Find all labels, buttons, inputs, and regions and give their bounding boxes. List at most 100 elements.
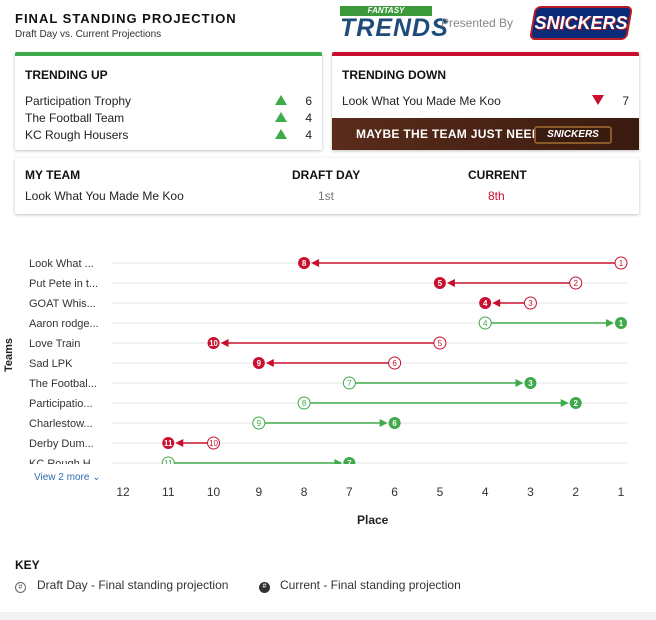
draft-day-point [433, 336, 447, 350]
x-tick-label: 4 [482, 485, 489, 499]
x-tick-label: 3 [527, 485, 534, 499]
logo-top-text: FANTASY [340, 6, 432, 16]
arrow-head [265, 359, 274, 367]
draft-day-point-label: 9 [257, 419, 262, 428]
draft-day-point [569, 276, 583, 290]
x-tick-label: 10 [207, 485, 221, 499]
draft-day-key-icon: # [15, 582, 26, 593]
draft-day-point [342, 376, 356, 390]
arrow-head [446, 279, 455, 287]
view-more-text: View 2 more [34, 472, 90, 483]
draft-day-point-label: 11 [164, 459, 173, 468]
current-key-text: Current - Final standing projection [280, 578, 461, 592]
current-point [207, 337, 220, 349]
up-arrow-icon [275, 95, 287, 105]
trending-up-title: TRENDING UP [25, 68, 108, 82]
chevron-down-icon: ⌄ [92, 472, 101, 483]
current-point-label: 3 [528, 379, 533, 388]
page-subtitle: Draft Day vs. Current Projections [15, 29, 162, 40]
current-label: CURRENT [468, 168, 527, 182]
sponsor-logo-text: SNICKERS [534, 13, 628, 33]
arrow-head [311, 259, 320, 267]
trending-up-row: Participation Trophy 6 [25, 94, 312, 110]
current-point [343, 457, 356, 464]
sponsor-logo[interactable]: SNICKERS [529, 6, 633, 40]
my-team-card: MY TEAM DRAFT DAY CURRENT Look What You … [15, 158, 639, 214]
x-tick-label: 9 [255, 485, 262, 499]
team-label: Sad LPK [29, 358, 73, 370]
team-label: Love Train [29, 338, 80, 350]
view-more-link[interactable]: View 2 more ⌄ [34, 472, 101, 483]
candy-bar-image: SNICKERS [534, 126, 612, 144]
current-point [433, 277, 446, 289]
draft-day-point-label: 10 [209, 439, 218, 448]
current-point [252, 357, 265, 369]
draft-day-value: 1st [318, 189, 335, 203]
draft-day-point-label: 1 [619, 259, 624, 268]
draft-day-point [161, 456, 175, 464]
current-point [298, 257, 311, 269]
chart-rows: Look What ... 1 8 Put Pete in t... 2 5 GOAT Wh… [29, 256, 628, 470]
current-point-label: 9 [257, 359, 262, 368]
current-point-label: 1 [619, 319, 624, 328]
presented-by-text: Presented By [441, 16, 514, 30]
draft-day-point-label: 4 [483, 319, 488, 328]
x-tick-label: 8 [301, 485, 308, 499]
trend-value: 4 [305, 111, 312, 125]
draft-day-point-label: 3 [528, 299, 533, 308]
arrow-head [606, 319, 614, 327]
ad-text: MAYBE THE TEAM JUST NEEDS A [356, 127, 562, 141]
current-value: 8th [488, 189, 505, 203]
team-label: Charlestow... [29, 418, 93, 430]
current-point [162, 437, 175, 449]
current-point-label: 2 [574, 399, 579, 408]
draft-day-point-label: 8 [302, 399, 307, 408]
up-arrow-icon [275, 129, 287, 139]
current-point-label: 7 [347, 459, 352, 468]
trending-down-title: TRENDING DOWN [342, 68, 446, 82]
trend-value: 4 [305, 128, 312, 142]
team-label: KC Rough H... [29, 458, 100, 470]
x-tick-label: 6 [391, 485, 398, 499]
x-tick-label: 5 [437, 485, 444, 499]
current-point [615, 317, 627, 329]
draft-day-point-label: 7 [347, 379, 352, 388]
current-point-label: 10 [209, 339, 218, 348]
trending-up-row: KC Rough Housers 4 [25, 128, 312, 144]
current-point [479, 297, 492, 309]
team-name: Participation Trophy [25, 94, 132, 108]
draft-day-point [614, 256, 628, 270]
team-name: Look What You Made Me Koo [342, 94, 501, 108]
draft-day-point [207, 436, 221, 450]
team-name: KC Rough Housers [25, 128, 129, 142]
current-point-label: 6 [392, 419, 397, 428]
candy-bar-label: SNICKERS [547, 129, 599, 140]
draft-day-point [252, 416, 266, 430]
draft-day-point-label: 6 [392, 359, 397, 368]
team-label: Look What ... [29, 258, 94, 270]
standings-chart-svg: Look What ... 1 8 Put Pete in t... 2 5 GOAT Wh… [29, 256, 628, 499]
x-tick-label: 12 [116, 485, 130, 499]
trend-value: 6 [305, 94, 312, 108]
draft-day-point [478, 316, 492, 330]
team-label: Put Pete in t... [29, 278, 98, 290]
current-point [388, 417, 401, 429]
down-arrow-icon [592, 95, 604, 105]
draft-day-key-text: Draft Day - Final standing projection [37, 578, 229, 592]
sponsor-ad-banner[interactable]: MAYBE THE TEAM JUST NEEDS A SNICKERS [332, 118, 639, 150]
draft-day-point-label: 2 [574, 279, 579, 288]
trend-value: 7 [622, 94, 629, 108]
current-point-label: 4 [483, 299, 488, 308]
arrow-head [560, 399, 569, 407]
arrow-head [515, 379, 524, 387]
team-label: Derby Dum... [29, 438, 94, 450]
current-point-label: 11 [164, 439, 173, 448]
draft-day-point [297, 396, 311, 410]
trending-up-card: TRENDING UP Participation Trophy 6 The F… [15, 52, 322, 150]
current-point-label: 8 [302, 259, 307, 268]
trending-down-row: Look What You Made Me Koo 7 [342, 94, 629, 110]
y-axis-label: Teams [3, 337, 15, 372]
my-team-label: MY TEAM [25, 168, 81, 182]
logo-main-text: TRENDS [340, 14, 449, 42]
team-label: Aaron rodge... [29, 318, 99, 330]
